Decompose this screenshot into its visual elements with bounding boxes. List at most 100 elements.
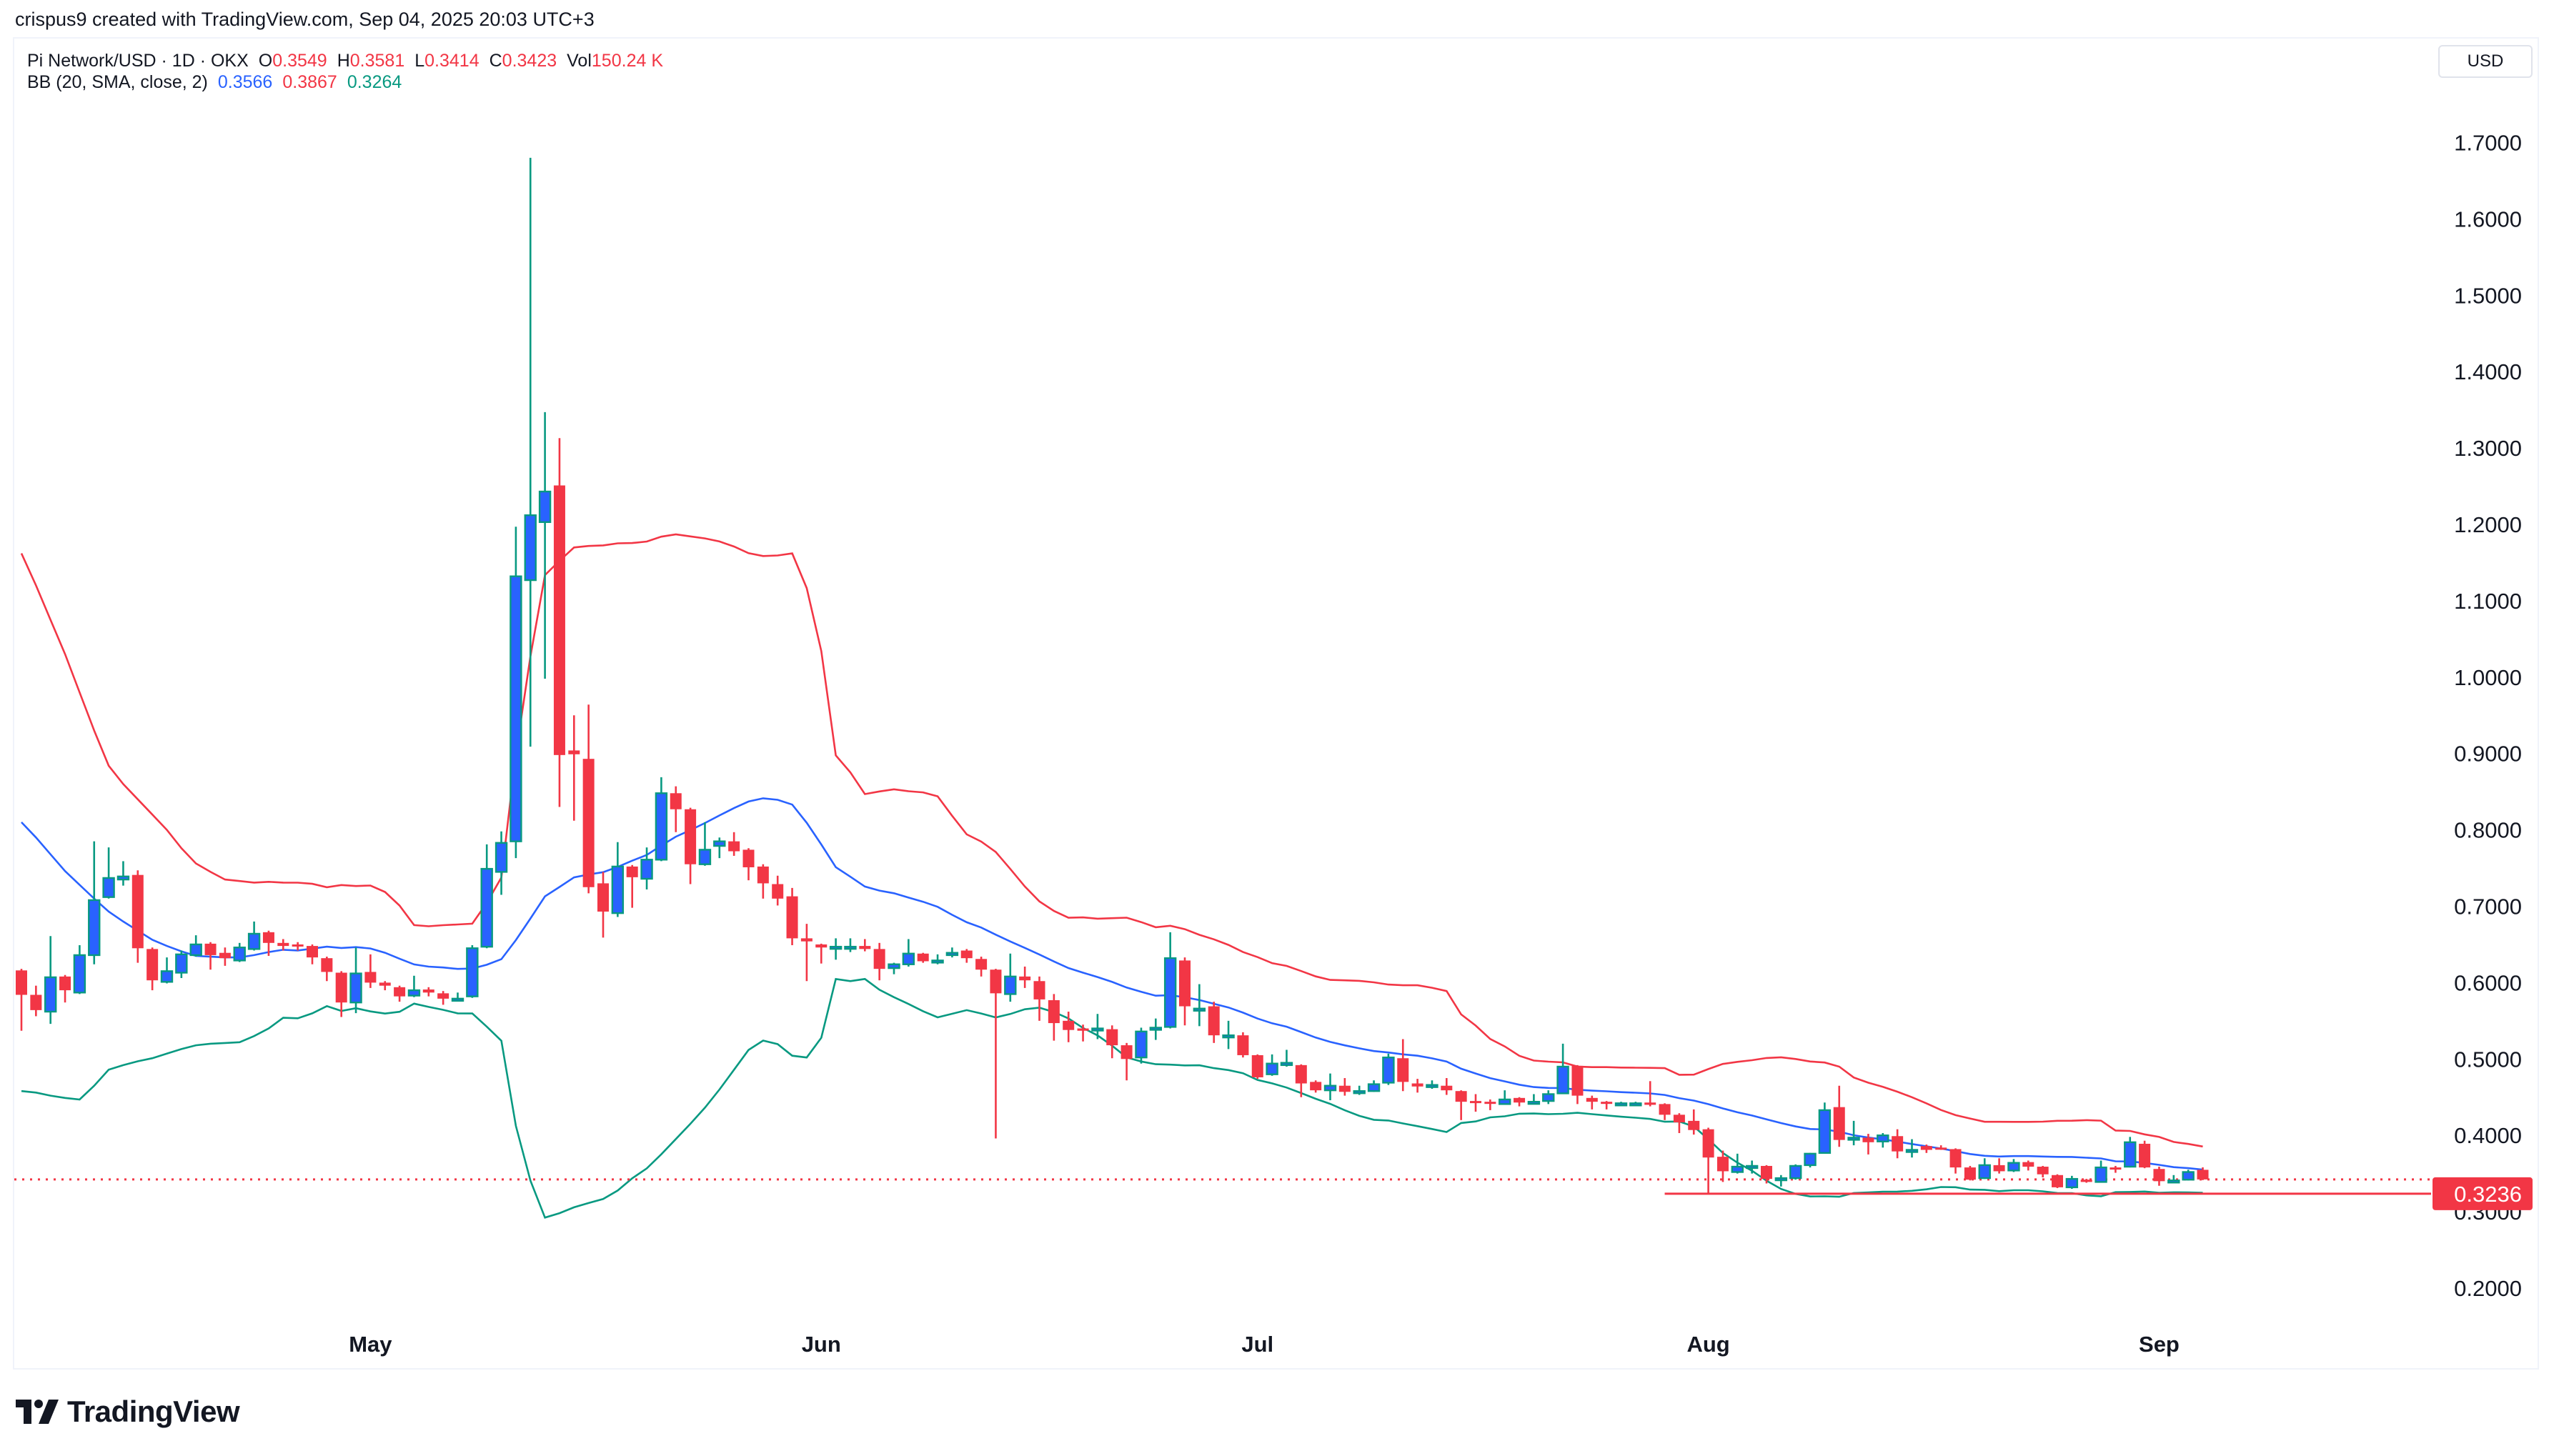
- candle-body: [873, 949, 885, 969]
- candle: [292, 942, 304, 951]
- candle-body: [1033, 981, 1045, 999]
- price-tick-label: 0.8000: [2454, 818, 2522, 843]
- candle-body: [1149, 1027, 1163, 1031]
- candle: [2080, 1179, 2092, 1183]
- candle: [1688, 1109, 1700, 1135]
- candle-body: [990, 969, 1002, 994]
- price-tick-label: 0.9000: [2454, 742, 2522, 767]
- candle: [597, 872, 609, 938]
- candle-body: [1542, 1093, 1555, 1102]
- candle-body: [538, 490, 552, 523]
- candle: [349, 947, 362, 1014]
- time-axis: May Jun Jul Aug Sep: [349, 1332, 2180, 1357]
- candle: [1702, 1127, 1714, 1194]
- currency-button[interactable]: USD: [2438, 45, 2533, 78]
- candle-body: [30, 994, 42, 1010]
- candle-body: [1892, 1136, 1904, 1152]
- candle-body: [379, 982, 391, 986]
- candle-body: [1514, 1097, 1526, 1103]
- candle-body: [88, 899, 101, 957]
- price-tick-label: 0.6000: [2454, 970, 2522, 995]
- candle: [1833, 1085, 1845, 1147]
- candle: [1673, 1113, 1685, 1133]
- candle: [1106, 1025, 1118, 1059]
- candle: [772, 875, 784, 906]
- candle: [364, 954, 377, 988]
- candle-body: [233, 947, 246, 962]
- candle: [1163, 932, 1177, 1029]
- candle-body: [1716, 1157, 1729, 1172]
- bb-lower-value: 0.3264: [347, 72, 402, 92]
- chart-legend: Pi Network/USD · 1D · OKX O 0.3549 H 0.358…: [27, 50, 663, 93]
- candle-body: [1266, 1062, 1278, 1075]
- candle: [1644, 1081, 1656, 1107]
- candle: [88, 841, 101, 964]
- high-label: H: [337, 51, 350, 71]
- candle: [1222, 1020, 1235, 1049]
- candle: [1659, 1103, 1671, 1120]
- candle: [1382, 1053, 1395, 1085]
- volume-value: 150.24 K: [591, 51, 663, 71]
- time-tick-label: Sep: [2139, 1332, 2180, 1357]
- candle-body: [975, 959, 988, 970]
- price-lines: [14, 1178, 2431, 1195]
- candle-body: [146, 949, 159, 981]
- candle-body: [844, 945, 857, 950]
- open-value: 0.3549: [272, 51, 327, 71]
- ohlc-legend: Pi Network/USD · 1D · OKX O 0.3549 H 0.358…: [27, 50, 663, 71]
- candle: [626, 864, 638, 908]
- candle-body: [945, 952, 959, 957]
- candle-body: [262, 932, 274, 943]
- candle-body: [277, 942, 289, 947]
- candle: [394, 985, 406, 1002]
- candle: [307, 944, 318, 964]
- candle-body: [307, 946, 318, 958]
- candle: [2022, 1160, 2034, 1171]
- candle-body: [321, 958, 333, 972]
- candle: [1949, 1148, 1962, 1174]
- candle-body: [640, 859, 653, 880]
- candle-body: [189, 943, 202, 957]
- candle-body: [1601, 1102, 1613, 1105]
- candle-body: [407, 989, 421, 997]
- candle: [1586, 1095, 1598, 1110]
- candle-body: [1295, 1064, 1307, 1084]
- candle-body: [116, 875, 130, 881]
- candle-body: [772, 884, 784, 899]
- price-tick-label: 1.5000: [2454, 283, 2522, 308]
- tradingview-logo: TradingView: [16, 1395, 240, 1429]
- candle: [713, 837, 726, 859]
- candle: [510, 527, 522, 859]
- candle: [538, 412, 552, 679]
- bb-title[interactable]: BB (20, SMA, close, 2): [27, 72, 208, 92]
- candle-body: [1048, 999, 1060, 1024]
- candle: [859, 939, 871, 952]
- symbol-title[interactable]: Pi Network/USD · 1D · OKX: [27, 51, 249, 71]
- candle: [1237, 1032, 1249, 1058]
- candle-body: [1905, 1149, 1919, 1153]
- candle-body: [1280, 1062, 1293, 1067]
- candle: [2052, 1174, 2063, 1188]
- candle: [422, 987, 434, 997]
- candle: [1498, 1090, 1511, 1105]
- candle: [582, 704, 595, 894]
- candle: [102, 847, 115, 899]
- tradingview-logo-icon: [16, 1400, 59, 1424]
- time-tick-label: Jul: [1241, 1332, 1273, 1357]
- candle-body: [422, 989, 434, 993]
- candle: [757, 864, 769, 899]
- candle-body: [960, 950, 973, 959]
- candle-body: [102, 877, 115, 898]
- candle-body: [611, 865, 625, 914]
- candle: [1877, 1132, 1889, 1148]
- candle-body: [1426, 1084, 1439, 1088]
- candle-body: [16, 970, 27, 995]
- price-tick-label: 1.1000: [2454, 589, 2522, 614]
- candle-body: [917, 953, 929, 962]
- candle: [1033, 976, 1045, 1021]
- time-tick-label: May: [349, 1332, 392, 1357]
- candle: [2065, 1175, 2079, 1190]
- candle: [640, 847, 653, 889]
- candle-body: [175, 953, 188, 974]
